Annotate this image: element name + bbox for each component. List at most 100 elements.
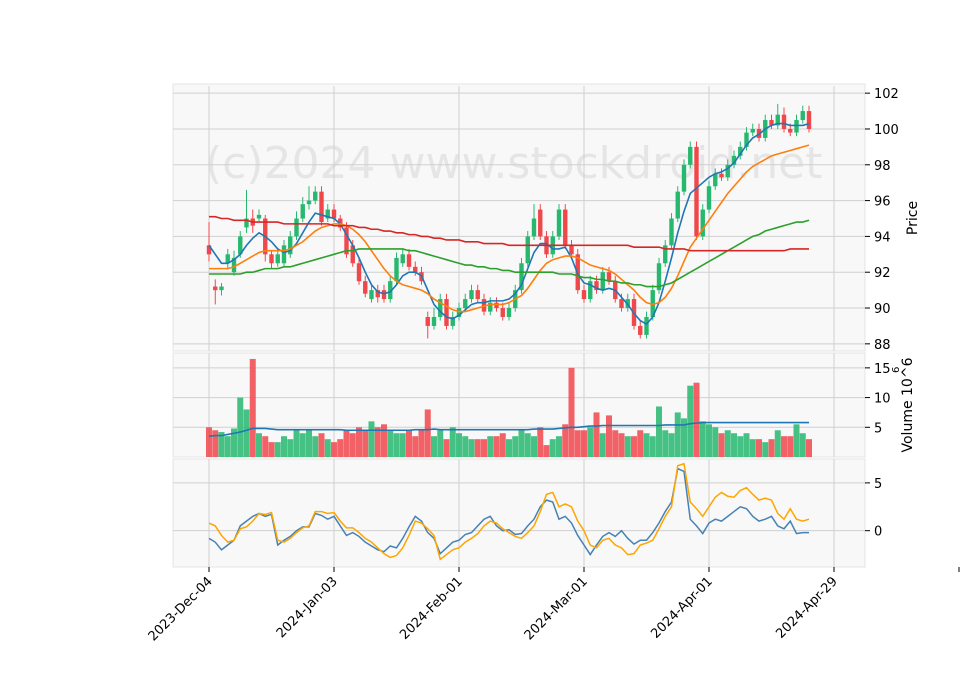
volume-bar xyxy=(424,409,431,457)
candle-body xyxy=(563,209,568,246)
candle-body xyxy=(275,254,280,264)
candle-body xyxy=(300,204,305,219)
volume-bar xyxy=(231,428,237,457)
volume-bar xyxy=(481,439,487,457)
volume-bar xyxy=(781,436,787,457)
volume-bar xyxy=(606,415,612,457)
volume-axis-label: Volume 10^6 xyxy=(900,357,916,452)
candle-body xyxy=(438,299,443,317)
candle-body xyxy=(581,290,587,300)
volume-bar xyxy=(568,367,575,457)
x-tick-label: 2023-Dec-04 xyxy=(146,574,216,644)
volume-bar xyxy=(649,436,656,457)
candle-body xyxy=(706,186,712,210)
volume-bar xyxy=(506,439,512,457)
x-tick-label: 2024-Mar-01 xyxy=(522,574,591,643)
candle-body xyxy=(400,254,405,264)
volume-bar xyxy=(531,436,537,457)
candle-body xyxy=(650,290,655,317)
oscillator-panel-bg xyxy=(172,458,866,568)
volume-bar xyxy=(356,427,362,457)
candle-body xyxy=(475,290,480,300)
volume-bar xyxy=(756,439,762,457)
volume-bar xyxy=(393,433,400,457)
candle-body xyxy=(500,308,505,317)
volume-bar xyxy=(318,433,325,457)
volume-bar xyxy=(806,439,812,457)
volume-ma-line xyxy=(208,421,809,437)
volume-bar xyxy=(443,439,450,457)
candle-body xyxy=(269,254,274,264)
volume-bar xyxy=(681,418,687,457)
volume-bar xyxy=(487,436,494,457)
candle-body xyxy=(344,227,349,255)
candle-body xyxy=(569,245,574,255)
volume-bar xyxy=(643,433,650,457)
x-tick-label: 2024-Jan-03 xyxy=(274,574,341,641)
volume-bar xyxy=(281,436,287,457)
candle-body xyxy=(713,173,718,187)
volume-bar xyxy=(524,433,531,457)
price-tick-label: 94 xyxy=(874,230,891,245)
volume-bar xyxy=(618,433,625,457)
candle-body xyxy=(781,114,787,129)
price-tick-label: 88 xyxy=(874,338,891,353)
volume-exponent: 6 xyxy=(891,367,902,373)
volume-bar xyxy=(431,436,437,457)
candle-body xyxy=(506,308,512,317)
volume-bar xyxy=(406,430,412,457)
candle-body xyxy=(381,290,387,300)
candle-body xyxy=(388,281,393,300)
candle-body xyxy=(350,245,355,264)
price-axis-label: Price xyxy=(905,201,921,235)
volume-bar xyxy=(412,436,419,457)
price-panel-bg xyxy=(172,83,866,352)
candle-body xyxy=(206,245,212,255)
volume-bar xyxy=(556,436,562,457)
candle-body xyxy=(663,245,668,264)
candle-body xyxy=(669,218,674,246)
volume-bar xyxy=(537,427,544,457)
volume-bar xyxy=(687,385,694,457)
candle-body xyxy=(700,209,705,237)
candle-body xyxy=(725,164,730,178)
candle-body xyxy=(719,173,724,178)
candle-body xyxy=(644,316,649,335)
volume-bar xyxy=(581,430,587,457)
volume-bar xyxy=(674,412,681,457)
volume-bar xyxy=(737,436,744,457)
candle-body xyxy=(488,302,493,312)
volume-tick-label: 5 xyxy=(874,421,882,436)
candle-body xyxy=(444,299,449,326)
volume-bar xyxy=(299,433,306,457)
candle-body xyxy=(806,111,812,129)
candle-body xyxy=(313,191,318,201)
volume-bar xyxy=(462,436,469,457)
candle-body xyxy=(606,272,612,282)
volume-bars xyxy=(206,358,812,457)
candle-body xyxy=(481,299,487,312)
volume-bar xyxy=(712,427,719,457)
volume-bar xyxy=(468,439,475,457)
price-tick-label: 90 xyxy=(874,302,891,317)
volume-bar xyxy=(206,427,212,457)
candle-body xyxy=(306,200,312,205)
x-tick-label: 2024-Feb-01 xyxy=(397,574,466,643)
volume-bar xyxy=(493,436,500,457)
volume-bar xyxy=(706,424,712,457)
moving-averages xyxy=(208,122,810,326)
volume-bar xyxy=(656,406,662,457)
oscillator-line xyxy=(208,467,809,556)
candle-body xyxy=(288,236,293,255)
candle-body xyxy=(800,111,805,121)
candle-body xyxy=(369,290,374,300)
candle-body xyxy=(413,266,418,273)
volume-bar xyxy=(212,430,219,457)
volume-bar xyxy=(724,430,731,457)
volume-bar xyxy=(749,439,756,457)
volume-bar xyxy=(287,439,294,457)
volume-bar xyxy=(331,442,337,457)
candle-body xyxy=(538,209,543,237)
volume-bar xyxy=(799,433,806,457)
